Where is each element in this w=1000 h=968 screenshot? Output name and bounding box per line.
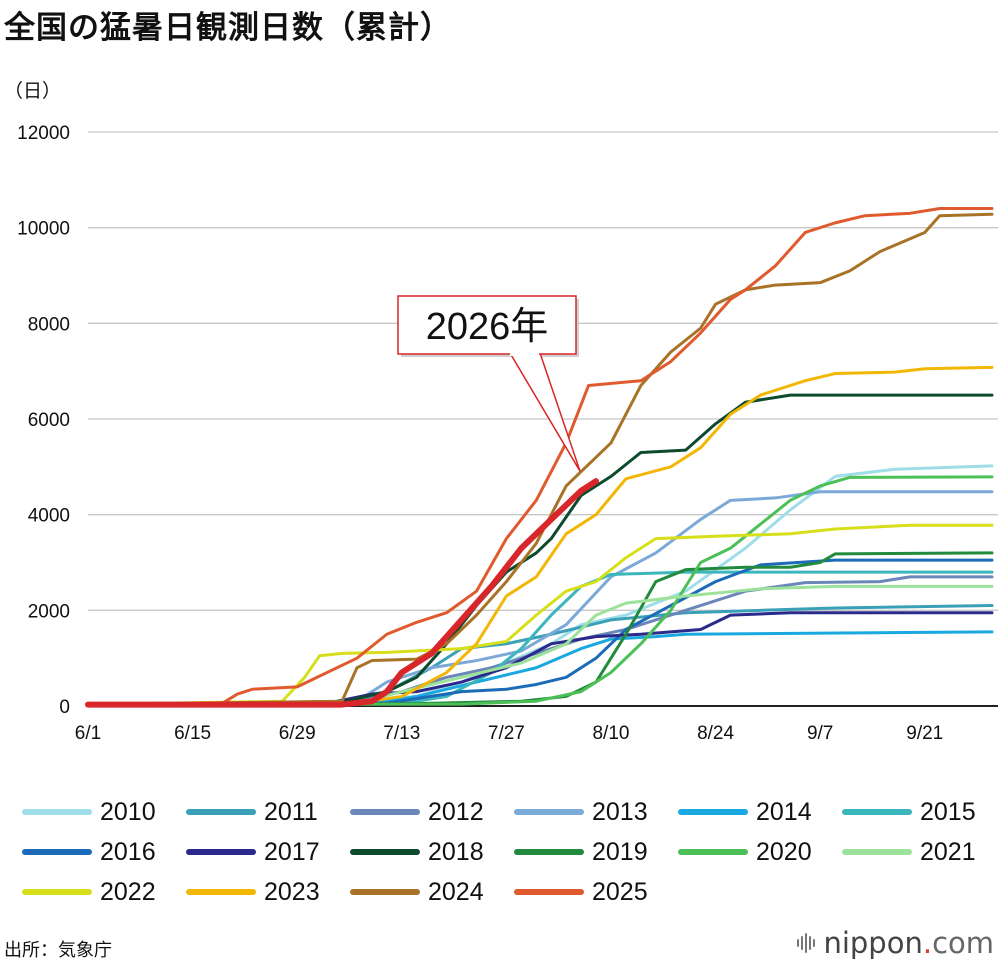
legend-label: 2025 bbox=[592, 877, 648, 906]
grid-lines bbox=[88, 131, 998, 707]
y-tick-label: 6000 bbox=[28, 410, 70, 431]
y-tick-label: 4000 bbox=[28, 506, 70, 527]
x-tick-label: 6/1 bbox=[75, 723, 101, 744]
legend-item: 2020 bbox=[678, 837, 812, 866]
series-line-2014 bbox=[86, 630, 994, 707]
legend-swatch bbox=[842, 849, 912, 855]
legend-item: 2023 bbox=[186, 877, 320, 906]
legend-item: 2014 bbox=[678, 797, 812, 826]
legend-swatch bbox=[186, 849, 256, 855]
legend-label: 2020 bbox=[756, 837, 812, 866]
y-tick-label: 2000 bbox=[28, 601, 70, 622]
legend-label: 2024 bbox=[428, 877, 484, 906]
legend-item: 2021 bbox=[842, 837, 976, 866]
brand-suffix: com bbox=[932, 926, 994, 960]
legend: 2010 2011 2012 2013 2014 2015 2016 2017 2018 2019… bbox=[22, 797, 1000, 930]
x-tick-label: 6/29 bbox=[279, 723, 316, 744]
legend-item: 2013 bbox=[514, 797, 648, 826]
y-tick-label: 12000 bbox=[17, 123, 70, 144]
legend-swatch bbox=[678, 809, 748, 815]
callout-label: 2026年 bbox=[426, 306, 549, 348]
legend-item: 2010 bbox=[22, 797, 156, 826]
legend-item: 2011 bbox=[186, 797, 318, 826]
callout-join bbox=[510, 351, 539, 356]
callout-box: 2026年 bbox=[397, 295, 581, 472]
series-line-2013 bbox=[86, 490, 994, 707]
legend-label: 2012 bbox=[428, 797, 484, 826]
x-tick-label: 6/15 bbox=[174, 723, 211, 744]
series-line-2024 bbox=[86, 212, 994, 707]
legend-item: 2017 bbox=[186, 837, 320, 866]
x-tick-label: 8/10 bbox=[592, 723, 629, 744]
legend-item: 2024 bbox=[350, 877, 484, 906]
legend-label: 2019 bbox=[592, 837, 648, 866]
legend-swatch bbox=[678, 849, 748, 855]
y-axis-unit: （日） bbox=[4, 80, 62, 102]
legend-label: 2014 bbox=[756, 797, 812, 826]
y-tick-label: 10000 bbox=[17, 219, 70, 240]
legend-swatch bbox=[842, 809, 912, 815]
legend-item: 2022 bbox=[22, 877, 156, 906]
legend-swatch bbox=[22, 849, 92, 855]
legend-swatch bbox=[186, 809, 256, 815]
y-tick-labels: 0 2000 4000 6000 8000 10000 12000 bbox=[17, 123, 70, 718]
callout-frame bbox=[397, 295, 577, 355]
legend-label: 2018 bbox=[428, 837, 484, 866]
legend-label: 2016 bbox=[100, 837, 156, 866]
x-tick-label: 9/7 bbox=[807, 723, 833, 744]
brand-logo: nippon. com bbox=[797, 926, 994, 960]
legend-label: 2023 bbox=[264, 877, 320, 906]
legend-label: 2017 bbox=[264, 837, 320, 866]
legend-label: 2010 bbox=[100, 797, 156, 826]
x-tick-label: 7/27 bbox=[488, 723, 525, 744]
series-line-2025 bbox=[86, 207, 994, 707]
series-line-2022 bbox=[86, 523, 994, 707]
legend-swatch bbox=[514, 809, 584, 815]
legend-swatch bbox=[350, 849, 420, 855]
source-note: 出所：気象庁 bbox=[4, 940, 112, 961]
y-tick-label: 0 bbox=[59, 697, 70, 718]
series-line-2020 bbox=[86, 475, 994, 707]
signal-bars-icon bbox=[797, 933, 817, 953]
legend-label: 2015 bbox=[920, 797, 976, 826]
legend-label: 2013 bbox=[592, 797, 648, 826]
y-tick-label: 8000 bbox=[28, 314, 70, 335]
legend-swatch bbox=[514, 849, 584, 855]
legend-item: 2016 bbox=[22, 837, 156, 866]
legend-swatch bbox=[514, 889, 584, 895]
legend-item: 2012 bbox=[350, 797, 484, 826]
legend-swatch bbox=[350, 809, 420, 815]
legend-label: 2022 bbox=[100, 877, 156, 906]
legend-swatch bbox=[186, 889, 256, 895]
legend-item: 2015 bbox=[842, 797, 976, 826]
series-lines bbox=[85, 207, 994, 708]
series-line-2021 bbox=[86, 584, 994, 707]
series-line-2018 bbox=[86, 393, 994, 707]
series-line-2016 bbox=[86, 558, 994, 707]
x-tick-labels: 6/1 6/15 6/29 7/13 7/27 8/10 8/24 9/7 9/21 bbox=[75, 723, 943, 744]
legend-item: 2018 bbox=[350, 837, 484, 866]
legend-swatch bbox=[22, 809, 92, 815]
legend-item: 2025 bbox=[514, 877, 648, 906]
legend-label: 2011 bbox=[264, 797, 318, 826]
x-tick-label: 8/24 bbox=[697, 723, 734, 744]
series-line-2026年 bbox=[85, 478, 600, 708]
brand-dot: . bbox=[922, 926, 933, 960]
legend-item: 2019 bbox=[514, 837, 648, 866]
x-tick-label: 7/13 bbox=[383, 723, 420, 744]
legend-swatch bbox=[22, 889, 92, 895]
series-line-2023 bbox=[86, 365, 994, 707]
legend-swatch bbox=[350, 889, 420, 895]
x-tick-label: 9/21 bbox=[906, 723, 943, 744]
series-line-2015 bbox=[86, 570, 994, 707]
brand-name: nippon bbox=[823, 926, 923, 960]
legend-label: 2021 bbox=[920, 837, 976, 866]
callout-pointer bbox=[508, 352, 581, 472]
chart-title: 全国の猛暑日観測日数（累計） bbox=[4, 10, 452, 46]
